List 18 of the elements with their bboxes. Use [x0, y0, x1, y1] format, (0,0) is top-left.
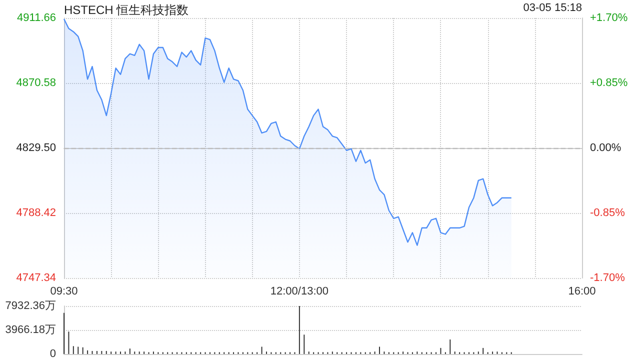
y-tick-label: 4747.34 — [16, 272, 56, 284]
chart-title: HSTECH 恒生科技指数 — [64, 2, 189, 19]
y-tick-label: 3966.18万 — [5, 324, 56, 336]
text: 03-05 15:18 — [523, 2, 582, 14]
y2-tick-label: -0.85% — [590, 207, 626, 219]
y2-tick-label: -1.70% — [590, 272, 626, 284]
y-tick-label: 4829.50 — [16, 142, 56, 154]
y-tick-label: 4911.66 — [17, 12, 56, 24]
y-tick-label: 0 — [50, 348, 56, 360]
y-tick-label: 4870.58 — [16, 77, 56, 89]
y2-tick-label: 0.00% — [590, 142, 622, 154]
x-tick-label: 12:00/13:00 — [270, 286, 329, 298]
y-tick-label: 4788.42 — [16, 207, 56, 219]
y2-tick-label: +0.85% — [590, 77, 628, 89]
x-tick-label: 16:00 — [568, 286, 596, 298]
y2-tick-label: +1.70% — [590, 12, 628, 24]
y-tick-label: 7932.36万 — [5, 300, 56, 312]
x-tick-label: 09:30 — [50, 286, 78, 298]
